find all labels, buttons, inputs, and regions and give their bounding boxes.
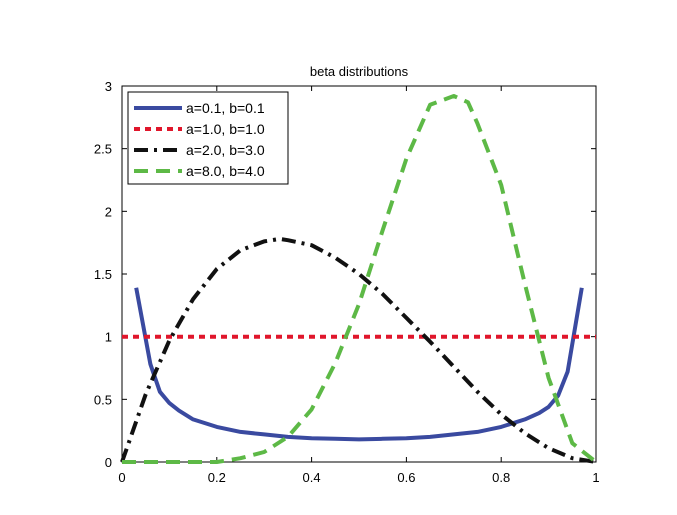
y-tick-label: 3 — [105, 79, 112, 94]
y-tick-label: 1 — [105, 330, 112, 345]
series-line-3 — [120, 236, 597, 464]
y-tick-label: 2 — [105, 204, 112, 219]
legend-label: a=2.0, b=3.0 — [186, 142, 265, 158]
x-tick-label: 0.8 — [492, 470, 510, 485]
y-tick-label: 2.5 — [94, 142, 112, 157]
y-tick-label: 0.5 — [94, 392, 112, 407]
series-line-1 — [134, 287, 584, 442]
y-tick-label: 1.5 — [94, 267, 112, 282]
x-tick-label: 0.4 — [303, 470, 321, 485]
x-tick-label: 0.2 — [208, 470, 226, 485]
legend: a=0.1, b=0.1 a=1.0, b=1.0 a=2.0, b=3.0 a=8.… — [127, 91, 289, 185]
x-tick-label: 1 — [592, 470, 599, 485]
legend-label: a=1.0, b=1.0 — [186, 121, 265, 137]
x-tick-label: 0 — [118, 470, 125, 485]
y-tick-label: 0 — [105, 455, 112, 470]
legend-label: a=0.1, b=0.1 — [186, 100, 265, 116]
x-tick-label: 0.6 — [397, 470, 415, 485]
series-line-4 — [122, 94, 598, 464]
chart-title: beta distributions — [310, 64, 409, 79]
legend-label: a=8.0, b=4.0 — [186, 163, 265, 179]
series-layer — [120, 94, 598, 464]
axis-ticks: 0 0.2 0.4 0.6 0.8 1 0 0.5 1 1.5 2 2.5 3 — [94, 79, 600, 485]
